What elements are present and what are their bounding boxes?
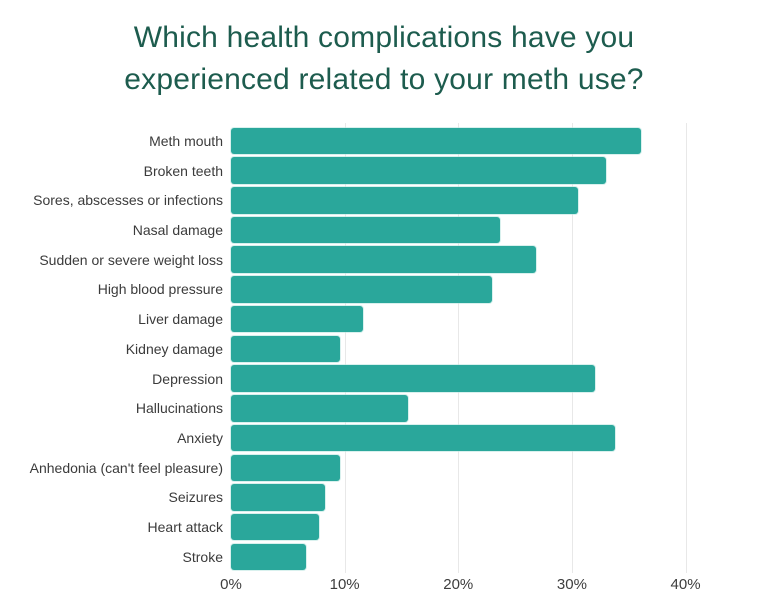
bar-seizures xyxy=(231,484,326,511)
bar-track xyxy=(231,395,731,422)
category-label: Kidney damage xyxy=(125,340,223,357)
bar-anxiety xyxy=(231,424,616,452)
bar-hallucinations xyxy=(231,395,409,422)
x-axis: 0% 10% 20% 30% 40% xyxy=(220,572,731,598)
bar-depression xyxy=(231,365,595,392)
chart-row: Sores, abscesses or infections xyxy=(0,185,768,215)
chart-row: Sudden or severe weight loss xyxy=(0,245,768,275)
bar-track xyxy=(231,157,731,184)
category-label: High blood pressure xyxy=(97,281,223,298)
x-tick-label: 20% xyxy=(443,576,474,593)
category-label: Hallucinations xyxy=(135,400,223,417)
bar-sores-abscesses-or-infections xyxy=(231,187,578,214)
bar-track xyxy=(231,424,731,452)
bar-high-blood-pressure xyxy=(231,276,493,303)
category-label: Sudden or severe weight loss xyxy=(39,251,223,268)
category-label: Depression xyxy=(152,370,223,387)
bar-nasal-damage xyxy=(231,216,501,244)
bar-chart: Meth mouth Broken teeth Sores, abscesses o… xyxy=(0,123,768,593)
category-label: Anhedonia (can't feel pleasure) xyxy=(29,459,223,476)
bar-meth-mouth xyxy=(231,127,642,155)
chart-title-line-2: experienced related to your meth use? xyxy=(124,63,644,96)
bar-track xyxy=(231,454,731,482)
chart-row: Heart attack xyxy=(0,512,768,542)
bar-track xyxy=(231,513,731,541)
chart-row: Broken teeth xyxy=(0,156,768,186)
bar-track xyxy=(231,484,731,511)
bar-track xyxy=(231,335,731,363)
chart-row: Meth mouth xyxy=(0,126,768,156)
bar-track xyxy=(231,187,731,214)
category-label: Anxiety xyxy=(177,430,223,447)
chart-row: Liver damage xyxy=(0,304,768,334)
chart-row: Nasal damage xyxy=(0,215,768,245)
bar-liver-damage xyxy=(231,305,363,333)
chart-row: Seizures xyxy=(0,483,768,513)
chart-title: Which health complications have you expe… xyxy=(0,17,768,101)
chart-row: Hallucinations xyxy=(0,393,768,423)
category-label: Nasal damage xyxy=(132,222,223,239)
bar-anhedonia-can-t-feel-pleasure xyxy=(231,454,341,482)
category-label: Sores, abscesses or infections xyxy=(33,192,223,209)
chart-row: Anxiety xyxy=(0,423,768,453)
chart-row: Depression xyxy=(0,364,768,394)
bar-track xyxy=(231,305,731,333)
category-label: Seizures xyxy=(168,489,223,506)
chart-row: High blood pressure xyxy=(0,275,768,305)
category-label: Meth mouth xyxy=(149,132,223,149)
bar-sudden-or-severe-weight-loss xyxy=(231,246,536,273)
bar-track xyxy=(231,246,731,273)
chart-row: Kidney damage xyxy=(0,334,768,364)
bar-stroke xyxy=(231,543,306,571)
bar-track xyxy=(231,216,731,244)
chart-row: Stroke xyxy=(0,542,768,572)
bar-track xyxy=(231,127,731,155)
chart-row: Anhedonia (can't feel pleasure) xyxy=(0,453,768,483)
bar-track xyxy=(231,543,731,571)
category-label: Heart attack xyxy=(147,519,223,536)
bar-track xyxy=(231,276,731,303)
chart-rows: Meth mouth Broken teeth Sores, abscesses o… xyxy=(0,126,768,572)
category-label: Broken teeth xyxy=(143,162,223,179)
x-tick-label: 0% xyxy=(220,576,242,593)
x-tick-label: 10% xyxy=(329,576,360,593)
chart-title-line-1: Which health complications have you xyxy=(133,21,635,54)
x-tick-label: 40% xyxy=(670,576,701,593)
bar-track xyxy=(231,365,731,392)
bar-heart-attack xyxy=(231,513,319,541)
bar-kidney-damage xyxy=(231,335,341,363)
category-label: Stroke xyxy=(182,548,223,565)
bar-broken-teeth xyxy=(231,157,606,184)
category-label: Liver damage xyxy=(138,311,223,328)
x-tick-label: 30% xyxy=(556,576,587,593)
